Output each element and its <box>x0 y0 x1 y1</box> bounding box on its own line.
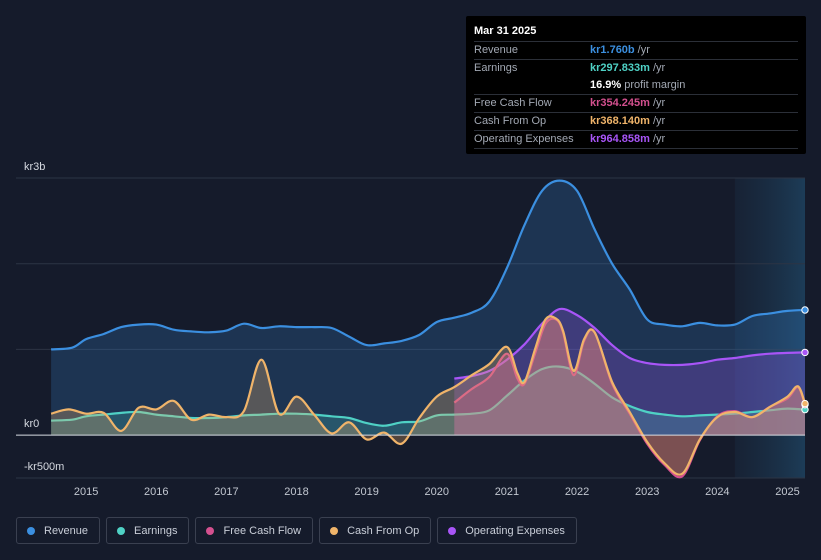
tooltip-value: kr297.833m <box>590 62 650 74</box>
y-axis-label: kr0 <box>24 418 39 430</box>
legend-dot-icon <box>206 526 215 535</box>
x-tick-label: 2025 <box>775 486 799 498</box>
tooltip-unit: /yr <box>652 62 666 74</box>
tooltip-value: kr368.140m <box>590 115 650 127</box>
tooltip-value: kr1.760b <box>590 44 635 56</box>
forecast-region <box>734 178 805 478</box>
operating-expenses-area <box>454 308 805 436</box>
chart-legend: Revenue Earnings Free Cash Flow Cash Fro… <box>16 517 577 546</box>
tooltip-label: Free Cash Flow <box>474 97 552 109</box>
tooltip-value: kr354.245m <box>590 97 650 109</box>
x-tick-label: 2019 <box>354 486 378 498</box>
x-tick-label: 2016 <box>144 486 168 498</box>
legend-label: Revenue <box>44 524 89 537</box>
tooltip-row-earnings: Earnings kr297.833m /yr <box>474 60 798 77</box>
tooltip-label: Operating Expenses <box>474 133 574 145</box>
legend-item-operating-expenses[interactable]: Operating Expenses <box>437 517 577 544</box>
x-tick-label: 2021 <box>495 486 519 498</box>
tooltip-unit: /yr <box>637 44 650 56</box>
legend-item-cash-from-op[interactable]: Cash From Op <box>319 517 432 544</box>
tooltip-row-revenue: Revenue kr1.760b /yr <box>474 42 798 60</box>
tooltip-unit: /yr <box>652 115 666 127</box>
y-axis-label: kr3b <box>24 161 45 173</box>
tooltip-row-free-cash-flow: Free Cash Flow kr354.245m /yr <box>474 95 798 113</box>
tooltip-row-profit-margin: 16.9% profit margin <box>474 77 798 95</box>
tooltip-unit: /yr <box>652 133 666 145</box>
x-tick-label: 2015 <box>74 486 98 498</box>
legend-dot-icon <box>117 526 126 535</box>
x-tick-label: 2024 <box>705 486 729 498</box>
revenue-line <box>51 179 806 351</box>
free-cash-flow-area <box>454 318 805 478</box>
legend-label: Operating Expenses <box>465 524 565 537</box>
tooltip-row-operating-expenses: Operating Expenses kr964.858m /yr <box>474 131 798 149</box>
revenue-endpoint <box>801 306 809 314</box>
tooltip-label <box>474 77 590 94</box>
earnings-line <box>51 365 806 427</box>
legend-item-earnings[interactable]: Earnings <box>106 517 190 544</box>
x-tick-label: 2018 <box>284 486 308 498</box>
tooltip-date: Mar 31 2025 <box>474 24 798 42</box>
legend-label: Cash From Op <box>347 524 420 537</box>
tooltip-unit: /yr <box>652 97 666 109</box>
legend-dot-icon <box>330 526 339 535</box>
legend-item-revenue[interactable]: Revenue <box>16 517 101 544</box>
x-tick-label: 2020 <box>425 486 449 498</box>
earnings-area <box>51 366 806 436</box>
tooltip-value: kr964.858m <box>590 133 650 145</box>
tooltip-panel: Mar 31 2025 Revenue kr1.760b /yr Earning… <box>466 16 806 154</box>
legend-label: Earnings <box>134 524 178 537</box>
legend-item-free-cash-flow[interactable]: Free Cash Flow <box>195 517 314 544</box>
x-tick-label: 2022 <box>565 486 589 498</box>
tooltip-label: Revenue <box>474 44 519 56</box>
legend-label: Free Cash Flow <box>223 524 302 537</box>
operating-expenses-endpoint <box>801 348 809 357</box>
cash-from-op-line <box>50 315 807 476</box>
legend-dot-icon <box>448 526 457 535</box>
tooltip-label: Cash From Op <box>474 115 547 127</box>
tooltip-unit: profit margin <box>624 79 686 91</box>
tooltip-label: Earnings <box>474 62 518 74</box>
y-axis-label: -kr500m <box>24 461 64 473</box>
revenue-area <box>51 180 806 436</box>
tooltip-row-cash-from-op: Cash From Op kr368.140m /yr <box>474 113 798 131</box>
tooltip-value: 16.9% <box>590 79 622 91</box>
legend-dot-icon <box>27 526 35 535</box>
x-tick-label: 2017 <box>214 486 238 498</box>
cash-from-op-endpoint <box>801 399 809 408</box>
x-tick-label: 2023 <box>635 486 659 498</box>
